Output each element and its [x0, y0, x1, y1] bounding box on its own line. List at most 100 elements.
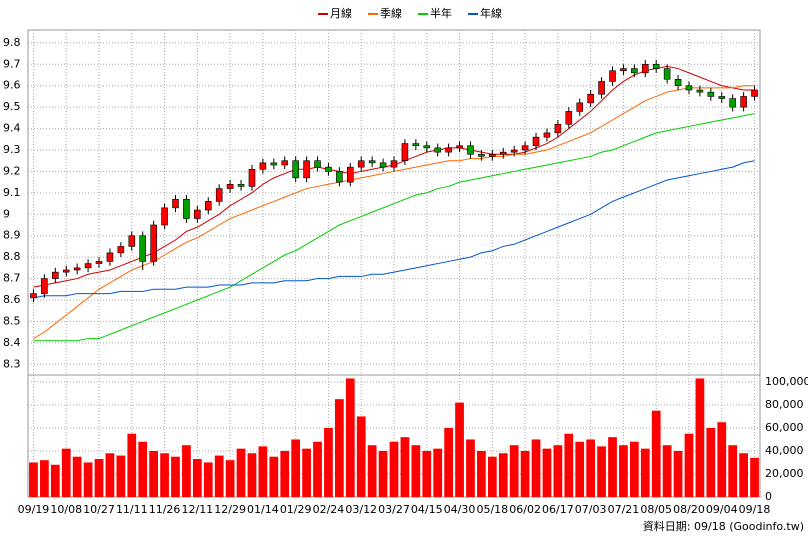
x-tick-label: 10/08: [50, 503, 82, 516]
candle-body: [357, 160, 365, 168]
candle-body: [73, 267, 81, 271]
candle-body: [183, 198, 190, 219]
volume-bar: [356, 416, 366, 497]
y-tick-label: 8.5: [3, 314, 21, 327]
y2-tick-label: 20,000: [765, 467, 804, 480]
legend-label: 季線: [380, 6, 402, 20]
candle-body: [489, 153, 496, 157]
volume-bar: [444, 427, 453, 497]
volume-bar: [673, 450, 683, 497]
candle-body: [412, 143, 420, 147]
volume-bar: [739, 453, 748, 497]
y-tick-label: 9.7: [3, 57, 21, 70]
candle-body: [401, 143, 409, 162]
volume-bar: [105, 453, 115, 497]
x-tick-label: 03/27: [378, 503, 410, 516]
volume-bar: [411, 445, 421, 497]
y2-tick-label: 80,000: [765, 398, 804, 411]
candle-body: [478, 153, 485, 157]
candle-body: [172, 198, 179, 209]
legend-label: 半年: [430, 6, 452, 20]
y-tick-label: 8.7: [3, 272, 21, 285]
volume-bar: [324, 427, 333, 497]
volume-bar: [83, 462, 93, 497]
volume-bar: [455, 402, 464, 497]
candle-body: [259, 162, 267, 170]
candle-body: [521, 145, 529, 151]
volume-bar: [160, 453, 169, 497]
candle-body: [270, 162, 278, 166]
x-tick-label: 05/18: [476, 503, 508, 516]
volume-bar: [269, 456, 279, 497]
candle-body: [52, 271, 59, 279]
x-tick-label: 03/12: [345, 503, 377, 516]
volume-bar: [149, 450, 159, 497]
candle-body: [117, 246, 125, 254]
volume-bar: [575, 441, 585, 497]
candle-body: [620, 68, 627, 72]
y-tick-label: 9.5: [3, 100, 21, 113]
candle-body: [95, 261, 103, 264]
candle-body: [663, 68, 671, 80]
x-tick-label: 09/19: [18, 503, 50, 516]
y2-tick-label: 0: [765, 490, 772, 503]
candle-body: [226, 183, 234, 189]
volume-bar: [597, 446, 606, 497]
candle-body: [303, 160, 310, 179]
volume-bar: [116, 455, 126, 497]
candle-body: [467, 145, 474, 155]
x-tick-label: 11/11: [116, 503, 148, 516]
volume-bar: [640, 448, 650, 497]
volume-bar: [72, 456, 82, 497]
candle-body: [423, 145, 431, 149]
x-tick-label: 07/21: [608, 503, 640, 516]
candle-body: [532, 136, 540, 147]
y-tick-label: 8.9: [3, 229, 21, 242]
y2-tick-label: 40,000: [765, 444, 804, 457]
x-tick-label: 04/30: [444, 503, 476, 516]
volume-bar: [619, 445, 628, 497]
candle-body: [150, 224, 157, 262]
legend-label: 月線: [330, 6, 352, 20]
candle-body: [106, 252, 114, 262]
volume-bar: [345, 378, 355, 497]
volume-bar: [553, 445, 563, 497]
volume-bar: [367, 445, 377, 497]
volume-bar: [171, 456, 180, 497]
volume-bar: [280, 450, 290, 497]
plot-frame: [27, 29, 761, 498]
x-tick-label: 12/29: [214, 503, 246, 516]
y-tick-label: 9.4: [3, 122, 21, 135]
candle-body: [543, 132, 551, 138]
volume-bar: [422, 450, 432, 497]
volume-bar: [651, 410, 661, 497]
candle-body: [587, 93, 594, 104]
candle-body: [499, 151, 507, 155]
volume-bar: [203, 462, 213, 497]
candle-body: [652, 63, 660, 69]
candle-body: [248, 168, 256, 187]
volume-bar: [684, 433, 694, 497]
candle-body: [696, 89, 704, 93]
candle-body: [325, 166, 332, 172]
x-tick-label: 11/26: [149, 503, 181, 516]
candle-body: [281, 160, 289, 166]
candle-body: [30, 293, 37, 299]
candle-body: [598, 81, 605, 95]
volume-bar: [247, 453, 257, 497]
volume-bar: [629, 441, 639, 497]
volume-bar: [40, 460, 49, 497]
candle-body: [41, 278, 48, 294]
volume-bar: [94, 459, 104, 497]
candle-body: [554, 123, 562, 134]
candle-body: [729, 98, 736, 108]
x-tick-label: 02/24: [313, 503, 345, 516]
volume-bar: [509, 445, 519, 497]
candle-body: [390, 160, 398, 168]
candle-body: [237, 183, 245, 187]
volume-bar: [466, 439, 475, 497]
x-tick-label: 06/17: [542, 503, 574, 516]
volume-bar: [728, 445, 738, 497]
candle-body: [707, 91, 715, 97]
x-tick-label: 09/18: [739, 503, 771, 516]
